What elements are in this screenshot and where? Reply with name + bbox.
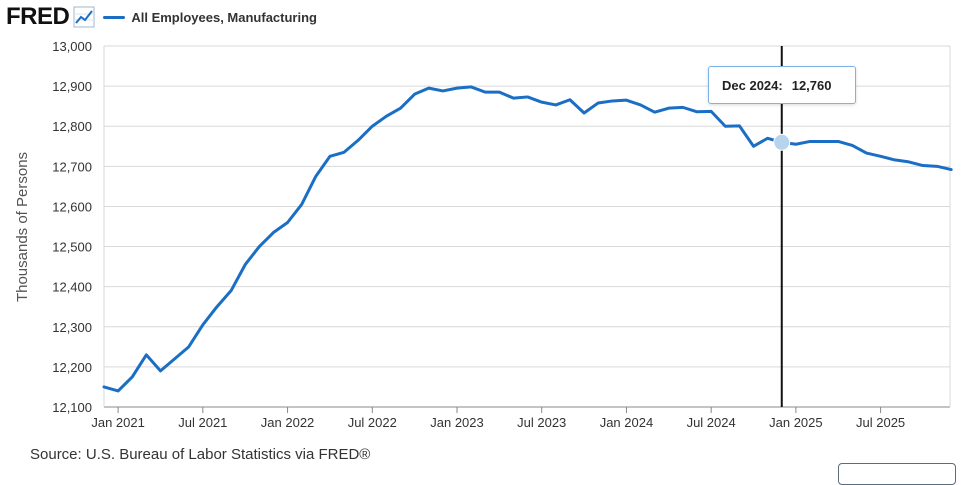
y-tick-label: 12,600 [52, 199, 92, 214]
y-tick-label: 12,900 [52, 79, 92, 94]
series-line[interactable] [102, 85, 953, 393]
y-tick-label: 12,700 [52, 159, 92, 174]
y-tick-label: 12,100 [52, 400, 92, 415]
tooltip: Dec 2024: 12,760 [708, 66, 856, 104]
chart-control-button[interactable] [838, 463, 956, 485]
x-tick-label: Jul 2023 [517, 415, 566, 430]
x-tick-label: Jan 2022 [261, 415, 315, 430]
y-tick-label: 12,300 [52, 320, 92, 335]
x-tick-label: Jul 2022 [348, 415, 397, 430]
x-tick-label: Jan 2023 [430, 415, 484, 430]
tooltip-value: 12,760 [791, 77, 832, 93]
y-tick-label: 12,500 [52, 240, 92, 255]
x-tick-label: Jul 2025 [856, 415, 905, 430]
gridlines [103, 45, 951, 408]
legend-label: All Employees, Manufacturing [131, 9, 317, 25]
fred-logo[interactable]: FRED [6, 3, 70, 30]
highlight-marker[interactable] [773, 133, 791, 151]
tooltip-date: Dec 2024: [722, 77, 783, 93]
y-axis-ticks: 12,100 12,200 12,300 12,400 12,500 12,600 12,7… [52, 39, 92, 415]
y-tick-label: 12,400 [52, 280, 92, 295]
x-tick-label: Jul 2021 [178, 415, 227, 430]
chart-legend: All Employees, Manufacturing [103, 10, 317, 25]
line-chart[interactable]: 12,100 12,200 12,300 12,400 12,500 12,600 12,7… [0, 0, 969, 440]
x-tick-label: Jul 2024 [687, 415, 736, 430]
line-chart-icon [73, 6, 95, 28]
y-tick-label: 13,000 [52, 39, 92, 54]
y-tick-label: 12,800 [52, 119, 92, 134]
source-note: Source: U.S. Bureau of Labor Statistics … [30, 446, 371, 463]
legend-swatch [103, 15, 126, 19]
chart-header: FRED All Employees, Manufacturing [6, 2, 317, 32]
y-axis-label: Thousands of Persons [14, 152, 31, 302]
x-tick-label: Jan 2025 [769, 415, 823, 430]
x-tick-label: Jan 2021 [91, 415, 145, 430]
x-axis-ticks: Jan 2021 Jul 2021 Jan 2022 Jul 2022 Jan 2023… [91, 407, 905, 430]
x-tick-label: Jan 2024 [600, 415, 654, 430]
y-tick-label: 12,200 [52, 360, 92, 375]
